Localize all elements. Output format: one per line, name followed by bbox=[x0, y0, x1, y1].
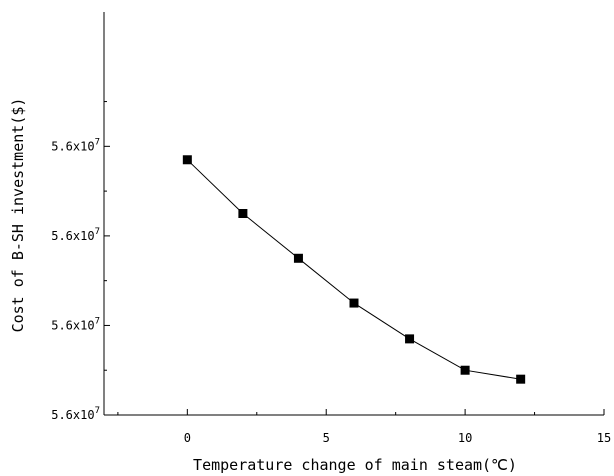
x-tick-label: 5 bbox=[323, 431, 330, 445]
series-line bbox=[186, 159, 521, 380]
series bbox=[182, 155, 526, 384]
data-point-marker bbox=[293, 253, 303, 263]
ticks: 0 5 10 15 5.6x107 5.6x107 5.6x107 5.6x107 bbox=[51, 101, 611, 445]
x-tick-label: 15 bbox=[597, 431, 611, 445]
y-tick-label: 5.6x107 bbox=[51, 316, 100, 332]
y-tick-label: 5.6x107 bbox=[51, 227, 100, 243]
data-point-marker bbox=[516, 374, 526, 384]
y-tick-label: 5.6x107 bbox=[51, 137, 100, 153]
data-point-marker bbox=[405, 334, 415, 344]
x-tick-label: 0 bbox=[184, 431, 191, 445]
data-point-marker bbox=[460, 365, 470, 375]
data-point-marker bbox=[238, 209, 248, 218]
x-tick-label: 10 bbox=[458, 431, 472, 445]
axes bbox=[103, 12, 604, 416]
data-point-marker bbox=[182, 155, 192, 165]
data-point-marker bbox=[349, 298, 359, 308]
y-tick-label: 5.6x107 bbox=[51, 406, 100, 422]
y-axis-label: Cost of B-SH investment($) bbox=[9, 98, 27, 333]
x-axis-label: Temperature change of main steam(℃) bbox=[193, 456, 517, 474]
